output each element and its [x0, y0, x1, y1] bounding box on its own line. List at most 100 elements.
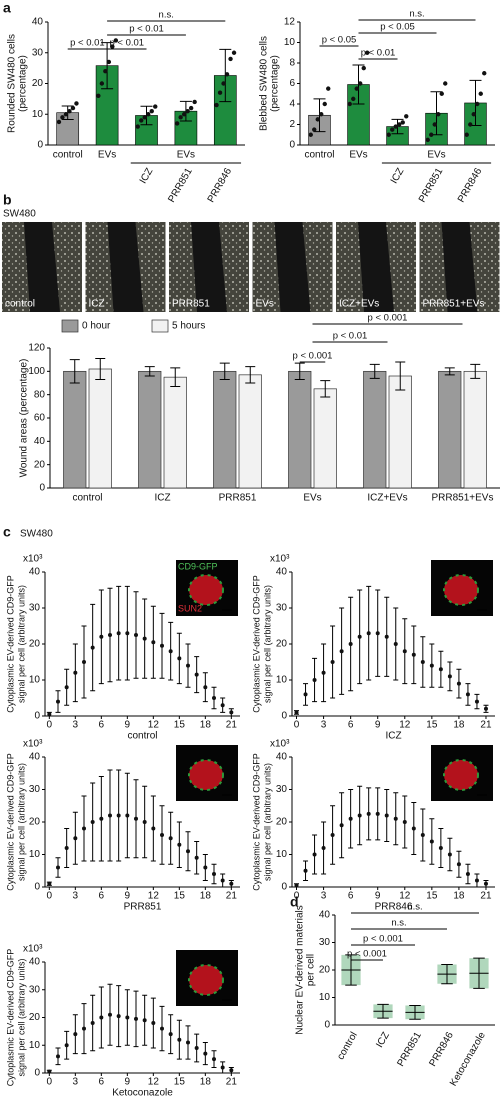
data-point	[110, 44, 115, 49]
data-point	[229, 1068, 234, 1073]
data-point	[116, 813, 121, 818]
data-point	[99, 1015, 104, 1020]
data-point	[330, 833, 335, 837]
x-tick-label: control	[53, 150, 83, 161]
data-point	[474, 699, 479, 704]
y-axis-label: signal per cell (arbitrary units)	[262, 585, 272, 703]
panel-label: b	[3, 192, 12, 208]
x-tick-label: 15	[426, 720, 438, 731]
data-point	[63, 112, 69, 117]
data-point	[303, 868, 308, 873]
data-point	[125, 1015, 130, 1020]
data-point	[116, 1014, 121, 1019]
data-point	[375, 631, 380, 636]
data-point	[178, 115, 183, 120]
data-point	[312, 127, 317, 132]
data-point	[319, 112, 324, 117]
data-point	[151, 640, 156, 645]
data-point	[326, 86, 331, 91]
data-point	[194, 672, 199, 677]
x-tick-label: 9	[375, 720, 381, 731]
x-tick-label: 9	[125, 1077, 131, 1088]
bar	[88, 368, 112, 489]
data-point	[212, 696, 216, 700]
data-point	[177, 1037, 182, 1042]
x-tick-label: 6	[348, 720, 354, 731]
data-point	[475, 101, 480, 107]
data-point	[229, 881, 234, 886]
x-tick-label: PRR851	[219, 493, 257, 504]
y-unit-label: x10³	[23, 944, 43, 955]
x-tick-label: control	[72, 493, 102, 504]
data-point	[168, 649, 173, 654]
data-point	[139, 118, 144, 123]
y-tick-label: 10	[29, 849, 41, 860]
image-label: ICZ+EVs	[339, 299, 379, 310]
inset-label: SUN2	[178, 603, 202, 613]
data-point	[330, 660, 335, 664]
data-point	[447, 674, 452, 679]
data-point	[411, 826, 416, 831]
y-tick-label: 10	[29, 675, 41, 686]
data-point	[386, 132, 391, 137]
data-point	[56, 1054, 60, 1059]
data-point	[436, 112, 441, 117]
data-point	[411, 652, 416, 657]
x-tick-label: 3	[73, 1077, 79, 1088]
y-tick-label: 40	[32, 17, 44, 28]
data-point	[142, 115, 147, 120]
data-point	[482, 71, 487, 76]
data-point	[64, 1043, 69, 1048]
panel-label: c	[3, 524, 11, 540]
x-tick-label: 9	[375, 891, 381, 902]
data-point	[471, 112, 476, 117]
error-bar	[395, 361, 406, 391]
x-tick-label: ICZ	[154, 493, 170, 504]
data-point	[149, 108, 154, 114]
data-point	[393, 642, 398, 646]
data-point	[456, 681, 461, 686]
annotation: n.s.	[409, 9, 424, 20]
data-point	[339, 649, 344, 654]
data-point	[185, 108, 190, 114]
bar	[363, 370, 387, 489]
data-point	[217, 90, 223, 95]
y-tick-label: 4	[289, 99, 295, 110]
y-tick-label: 8	[289, 58, 295, 69]
y-tick-label: 20	[29, 1012, 41, 1023]
data-point	[393, 816, 398, 821]
data-point	[429, 663, 434, 668]
x-tick-label: 21	[480, 891, 492, 902]
y-tick-label: 40	[276, 567, 288, 578]
y-axis-label: Cytoplasmic EV-derived CD9-GFP	[5, 753, 15, 891]
x-tick-label: EVs	[349, 150, 367, 161]
nucleus	[188, 964, 224, 996]
y-axis-label: (percentage)	[270, 55, 281, 112]
annotation: p < 0.01	[361, 48, 396, 59]
annotation: p < 0.001	[363, 934, 403, 945]
wound-gap	[358, 222, 394, 312]
x-tick-label: 15	[174, 1077, 186, 1088]
error-bar	[170, 367, 181, 387]
data-point	[321, 670, 326, 675]
data-point	[99, 81, 105, 86]
x-tick-label: 12	[148, 891, 160, 902]
data-point	[404, 114, 409, 119]
annotation: p < 0.01	[70, 38, 105, 49]
data-point	[142, 1018, 147, 1023]
x-axis-label: Ketoconazole	[112, 1088, 173, 1099]
y-axis-label: Cytoplasmic EV-derived CD9-GFP	[5, 575, 15, 713]
data-point	[203, 1051, 208, 1056]
x-tick-label: 12	[148, 720, 160, 731]
x-tick-label: 6	[99, 1077, 105, 1088]
data-point	[67, 108, 72, 114]
data-point	[429, 132, 434, 137]
x-tick-label: 9	[125, 720, 131, 731]
y-axis-label: Cytoplasmic EV-derived CD9-GFP	[251, 753, 261, 891]
data-point	[365, 50, 370, 55]
data-point	[186, 1040, 190, 1045]
error-bar	[377, 1003, 389, 1019]
y-tick-label: 20	[34, 459, 46, 470]
x-tick-label: 15	[174, 720, 186, 731]
data-point	[73, 836, 78, 841]
